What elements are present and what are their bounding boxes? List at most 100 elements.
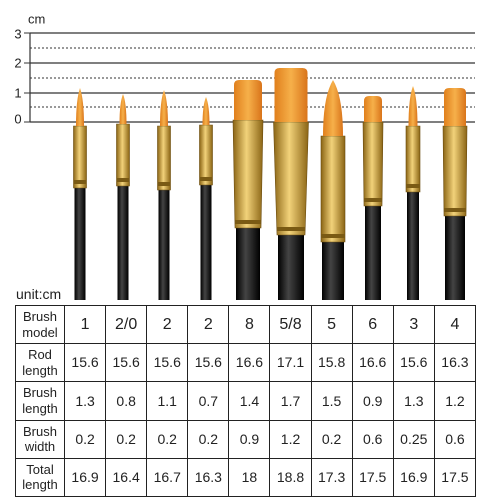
row-header: Brush model <box>15 304 65 345</box>
brush-part <box>364 198 382 202</box>
ruler-label: 2 <box>14 55 21 70</box>
table-cell: 1.1 <box>146 381 189 421</box>
ruler-label: 0 <box>14 111 21 126</box>
table-cell: 18.8 <box>269 457 312 498</box>
table-cell: 16.4 <box>105 457 148 498</box>
illustration: cm 3 2 1 0 <box>14 11 475 300</box>
brush-part <box>278 233 304 300</box>
brush-part <box>73 125 87 189</box>
table-row: Brush length 1.3 0.8 1.1 0.7 1.4 1.7 1.5 0.9 1.3 1… <box>15 381 477 421</box>
table-cell: 15.6 <box>63 343 107 383</box>
table-cell: 0.7 <box>187 381 230 421</box>
brush-part <box>73 180 87 184</box>
brush-part <box>407 190 419 300</box>
brush-part <box>444 88 466 126</box>
table-cell: 1.3 <box>392 381 435 421</box>
table-cell: 17.5 <box>433 457 477 498</box>
brush-part <box>202 97 210 125</box>
table-cell: 1.7 <box>269 381 312 421</box>
ruler-unit: cm <box>28 11 45 26</box>
brush-part <box>157 125 171 191</box>
ruler-label: 3 <box>14 26 21 41</box>
brush-part <box>117 184 129 300</box>
brush-part <box>74 186 86 300</box>
brush-part <box>273 121 309 236</box>
brush-part <box>365 204 381 300</box>
brush-part <box>322 240 344 300</box>
brush-part <box>234 80 262 120</box>
ruler-label: 1 <box>14 85 21 100</box>
table-cell: 2/0 <box>105 304 148 345</box>
table-cell: 15.8 <box>310 343 353 383</box>
table-cell: 2 <box>146 304 189 345</box>
table-cell: 3 <box>392 304 435 345</box>
table-cell: 5 <box>310 304 353 345</box>
row-header: Rod length <box>15 343 65 383</box>
row-header: Brush length <box>15 381 65 421</box>
table-cell: 16.3 <box>187 457 230 498</box>
brush-part <box>364 96 382 122</box>
brush-part <box>236 226 260 300</box>
brush-part <box>321 234 345 238</box>
table-cell: 16.9 <box>63 457 107 498</box>
brushes <box>73 68 468 300</box>
brush-part <box>116 123 130 187</box>
table-cell: 1.2 <box>269 419 312 459</box>
brush-part <box>405 125 421 193</box>
table-cell: 18 <box>228 457 271 498</box>
table-cell: 16.6 <box>228 343 271 383</box>
table-cell: 4 <box>433 304 477 345</box>
brush-part <box>362 121 384 207</box>
brush-part <box>274 68 308 122</box>
brush-part <box>157 182 171 186</box>
table-cell: 0.6 <box>433 419 477 459</box>
table-cell: 0.2 <box>63 419 107 459</box>
brush-part <box>445 214 465 300</box>
table-cell: 0.9 <box>351 381 394 421</box>
table-cell: 0.9 <box>228 419 271 459</box>
brush-part <box>160 90 168 126</box>
table-cell: 1.5 <box>310 381 353 421</box>
table-row: Brush width 0.2 0.2 0.2 0.2 0.9 1.2 0.2 0.6 0.25 0… <box>15 419 477 459</box>
table-cell: 0.2 <box>146 419 189 459</box>
table-cell: 16.6 <box>351 343 394 383</box>
table-row: Total length 16.9 16.4 16.7 16.3 18 18.8 17.3 17… <box>15 457 477 498</box>
table-cell: 17.3 <box>310 457 353 498</box>
table-cell: 0.25 <box>392 419 435 459</box>
table-row: Brush model 1 2/0 2 2 8 5/8 5 6 3 4 <box>15 304 477 345</box>
table-row: Rod length 15.6 15.6 15.6 15.6 16.6 17.1 15.8 16… <box>15 343 477 383</box>
table-cell: 0.2 <box>187 419 230 459</box>
brush-part <box>235 220 261 224</box>
table-cell: 0.2 <box>310 419 353 459</box>
brush-part <box>277 227 305 231</box>
table-cell: 15.6 <box>146 343 189 383</box>
brush-part <box>200 183 212 300</box>
table-cell: 15.6 <box>392 343 435 383</box>
table-cell: 15.6 <box>105 343 148 383</box>
table-cell: 16.3 <box>433 343 477 383</box>
table-cell: 6 <box>351 304 394 345</box>
brush-part <box>116 178 130 182</box>
table-cell: 8 <box>228 304 271 345</box>
table-cell: 0.2 <box>105 419 148 459</box>
table-cell: 17.5 <box>351 457 394 498</box>
table-cell: 16.9 <box>392 457 435 498</box>
row-header: Total length <box>15 457 65 498</box>
brush-part <box>442 125 468 217</box>
brush-part <box>323 80 343 136</box>
table-cell: 15.6 <box>187 343 230 383</box>
brush-part <box>119 94 127 124</box>
brush-part <box>406 184 420 188</box>
brush-part <box>320 135 346 243</box>
table-cell: 1.4 <box>228 381 271 421</box>
table-cell: 5/8 <box>269 304 312 345</box>
table-cell: 0.6 <box>351 419 394 459</box>
table-cell: 2 <box>187 304 230 345</box>
table-cell: 1.2 <box>433 381 477 421</box>
brush-part <box>232 119 264 229</box>
brush-part <box>444 208 466 212</box>
unit-note: unit:cm <box>16 286 62 302</box>
table-cell: 1.3 <box>63 381 107 421</box>
brush-part <box>199 177 213 181</box>
